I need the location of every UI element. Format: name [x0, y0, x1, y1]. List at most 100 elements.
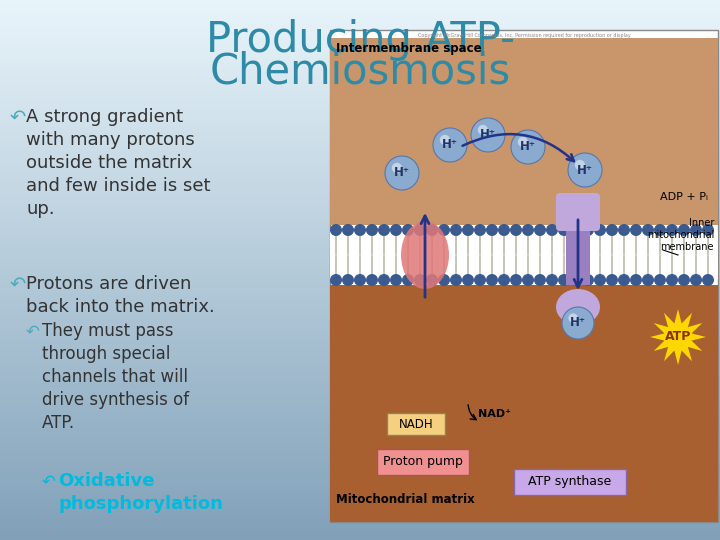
- Bar: [0, 281, 720, 284]
- Bar: [0, 148, 720, 151]
- Text: H⁺: H⁺: [442, 138, 458, 152]
- Bar: [0, 65, 720, 68]
- Circle shape: [378, 224, 390, 236]
- Bar: [0, 483, 720, 486]
- Bar: [0, 27, 720, 30]
- Bar: [0, 265, 720, 267]
- Bar: [0, 235, 720, 238]
- Text: ADP + Pᵢ: ADP + Pᵢ: [660, 192, 708, 202]
- Bar: [0, 219, 720, 221]
- Circle shape: [582, 274, 594, 286]
- Bar: [0, 170, 720, 173]
- Bar: [0, 211, 720, 213]
- Bar: [0, 356, 720, 359]
- Bar: [0, 111, 720, 113]
- Text: H⁺: H⁺: [570, 316, 586, 329]
- Bar: [0, 108, 720, 111]
- Bar: [0, 535, 720, 537]
- Text: ↶: ↶: [42, 472, 56, 490]
- Bar: [0, 378, 720, 381]
- Circle shape: [390, 274, 402, 286]
- Bar: [0, 232, 720, 235]
- Bar: [0, 321, 720, 324]
- Polygon shape: [650, 309, 706, 365]
- Bar: [0, 73, 720, 76]
- Circle shape: [618, 224, 630, 236]
- Bar: [330, 285, 718, 522]
- Ellipse shape: [401, 221, 449, 289]
- Bar: [0, 308, 720, 310]
- Ellipse shape: [556, 289, 600, 325]
- Bar: [0, 68, 720, 70]
- Bar: [0, 454, 720, 456]
- Bar: [0, 270, 720, 273]
- Circle shape: [342, 274, 354, 286]
- Circle shape: [486, 274, 498, 286]
- Circle shape: [570, 224, 582, 236]
- Bar: [0, 100, 720, 103]
- Bar: [0, 305, 720, 308]
- Bar: [0, 103, 720, 105]
- Bar: [0, 500, 720, 502]
- Circle shape: [690, 224, 702, 236]
- Bar: [0, 254, 720, 256]
- Bar: [0, 367, 720, 370]
- Bar: [0, 197, 720, 200]
- Bar: [0, 243, 720, 246]
- Bar: [0, 446, 720, 448]
- Text: H⁺: H⁺: [394, 166, 410, 179]
- Circle shape: [354, 224, 366, 236]
- Bar: [0, 200, 720, 202]
- Bar: [0, 516, 720, 518]
- Bar: [0, 416, 720, 418]
- Bar: [0, 132, 720, 135]
- Bar: [0, 389, 720, 392]
- Bar: [0, 343, 720, 346]
- Circle shape: [438, 274, 450, 286]
- Circle shape: [474, 224, 486, 236]
- Circle shape: [471, 118, 505, 152]
- Text: ATP: ATP: [665, 330, 691, 343]
- Bar: [0, 437, 720, 440]
- Bar: [330, 30, 718, 522]
- Bar: [0, 502, 720, 505]
- Circle shape: [594, 224, 606, 236]
- Bar: [0, 478, 720, 481]
- Bar: [0, 189, 720, 192]
- Bar: [0, 24, 720, 27]
- Bar: [0, 70, 720, 73]
- Bar: [0, 294, 720, 297]
- Bar: [0, 508, 720, 510]
- Bar: [0, 429, 720, 432]
- FancyBboxPatch shape: [556, 193, 600, 231]
- Bar: [0, 16, 720, 19]
- Bar: [0, 119, 720, 122]
- Bar: [0, 259, 720, 262]
- Bar: [0, 165, 720, 167]
- Circle shape: [440, 135, 450, 145]
- Circle shape: [498, 274, 510, 286]
- Bar: [0, 76, 720, 78]
- Circle shape: [618, 274, 630, 286]
- Bar: [0, 351, 720, 354]
- Circle shape: [522, 274, 534, 286]
- Bar: [0, 130, 720, 132]
- Circle shape: [558, 274, 570, 286]
- Bar: [0, 494, 720, 497]
- Bar: [0, 537, 720, 540]
- Circle shape: [666, 274, 678, 286]
- Bar: [0, 0, 720, 3]
- Circle shape: [511, 130, 545, 164]
- Text: ATP synthase: ATP synthase: [528, 476, 611, 489]
- Circle shape: [378, 274, 390, 286]
- Bar: [0, 35, 720, 38]
- Bar: [0, 89, 720, 92]
- Bar: [0, 224, 720, 227]
- Bar: [0, 240, 720, 243]
- Circle shape: [606, 224, 618, 236]
- Bar: [0, 489, 720, 491]
- Text: Proton pump: Proton pump: [383, 456, 463, 469]
- Circle shape: [522, 224, 534, 236]
- Bar: [0, 392, 720, 394]
- Bar: [0, 78, 720, 81]
